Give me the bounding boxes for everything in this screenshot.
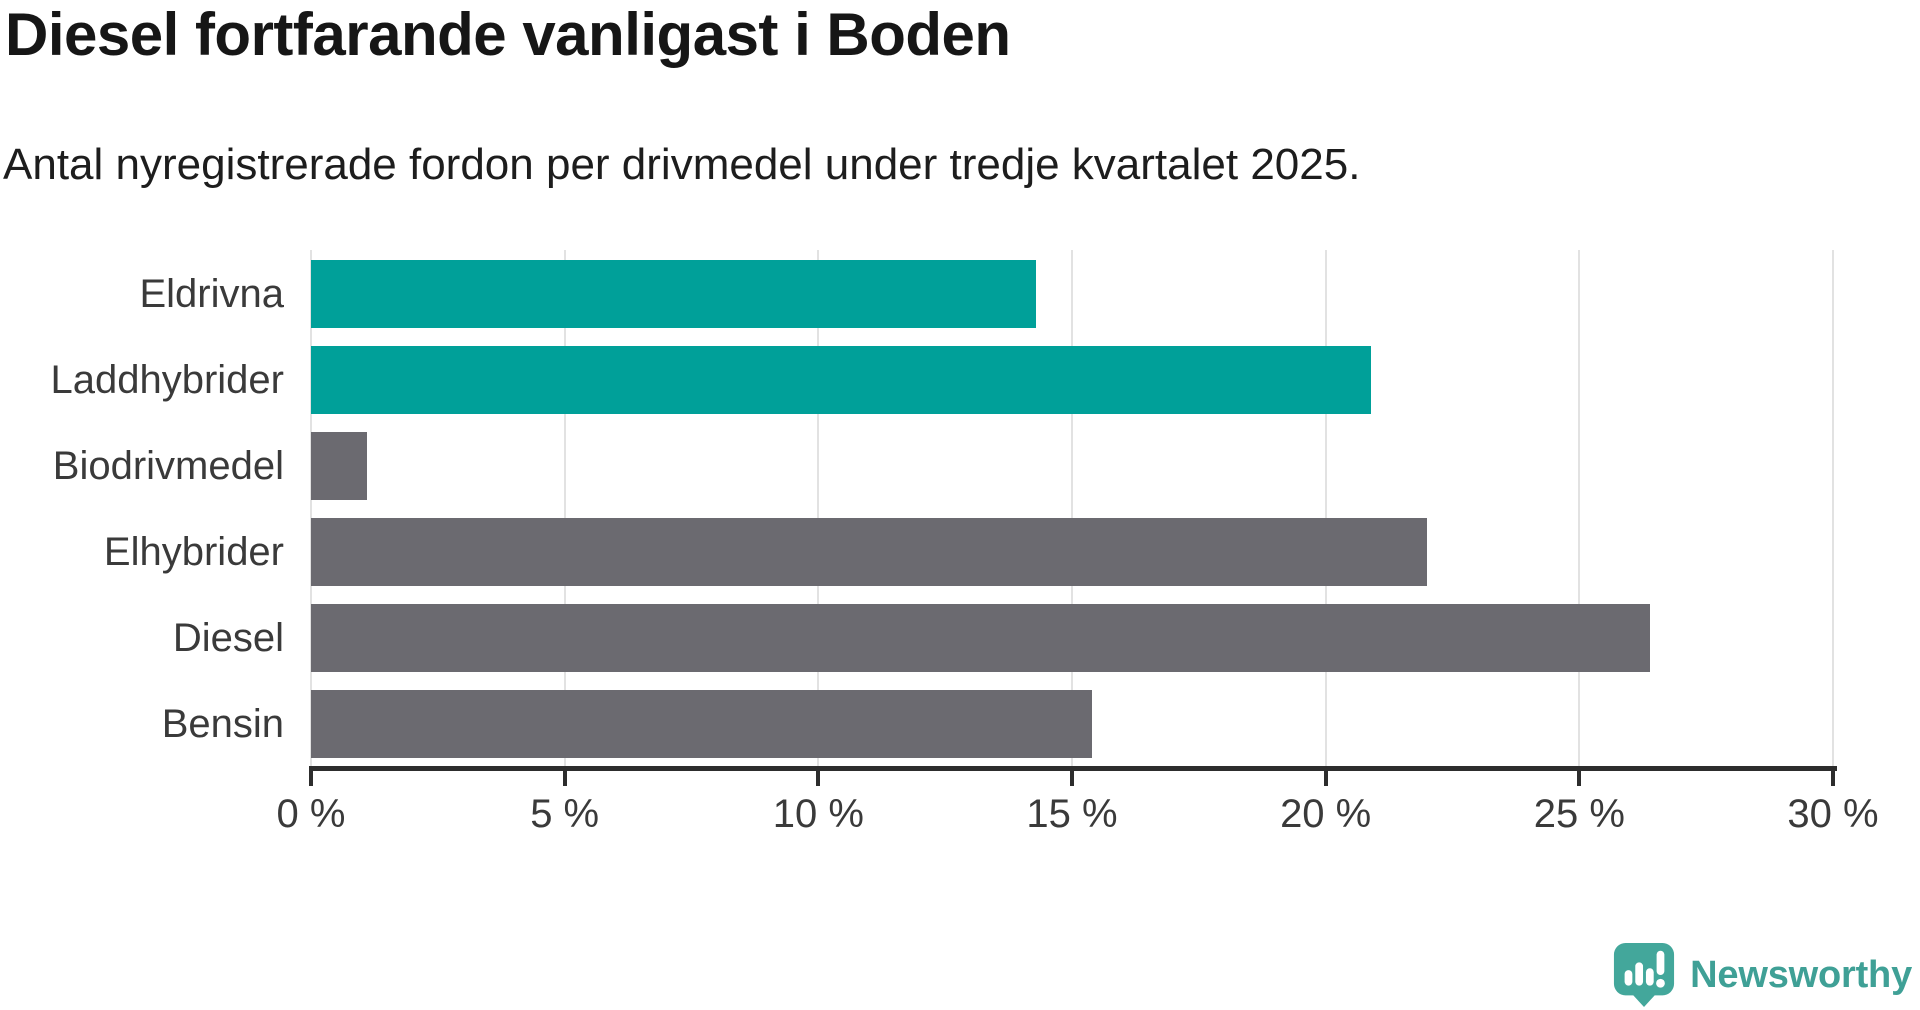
x-tick-20 <box>1323 771 1328 786</box>
newsworthy-logo-text: Newsworthy <box>1690 953 1912 996</box>
category-label-diesel: Diesel <box>172 616 284 660</box>
newsworthy-logo: Newsworthy <box>1613 941 1912 1009</box>
x-axis-line <box>309 766 1837 771</box>
gridline-15 <box>1071 250 1073 766</box>
x-tick-0 <box>309 771 313 786</box>
chart-title: Diesel fortfarande vanligast i Boden <box>5 1 1011 68</box>
category-label-laddhybrider: Laddhybrider <box>50 358 285 402</box>
bar-bensin <box>311 690 1093 758</box>
category-label-bensin: Bensin <box>161 702 284 746</box>
x-tick-25 <box>1577 771 1582 786</box>
bar-laddhybrider <box>311 346 1372 414</box>
bar-biodrivmedel <box>311 432 367 500</box>
plot-area <box>310 250 1834 766</box>
x-tick-label-15: 15 % <box>1026 792 1118 836</box>
gridline-5 <box>563 250 566 766</box>
x-tick-label-20: 20 % <box>1280 792 1372 836</box>
newsworthy-logo-icon <box>1614 943 1675 1007</box>
category-label-elhybrider: Elhybrider <box>103 530 284 574</box>
x-tick-label-30: 30 % <box>1787 792 1879 836</box>
chart-subtitle: Antal nyregistrerade fordon per drivmede… <box>3 140 1361 189</box>
x-tick-30 <box>1831 771 1835 786</box>
x-tick-label-0: 0 % <box>276 792 346 836</box>
gridline-20 <box>1324 250 1327 766</box>
x-tick-10 <box>816 771 821 786</box>
category-label-eldrivna: Eldrivna <box>139 272 284 316</box>
x-tick-15 <box>1070 771 1074 786</box>
bar-elhybrider <box>311 518 1428 586</box>
gridline-30 <box>1832 250 1834 766</box>
x-tick-label-5: 5 % <box>530 792 600 836</box>
category-label-biodrivmedel: Biodrivmedel <box>52 444 284 488</box>
gridline-25 <box>1578 250 1581 766</box>
x-tick-5 <box>562 771 567 786</box>
bar-diesel <box>311 604 1651 672</box>
bar-eldrivna <box>311 260 1037 328</box>
gridline-0 <box>310 250 312 766</box>
x-tick-label-10: 10 % <box>772 792 864 836</box>
x-tick-label-25: 25 % <box>1533 792 1625 836</box>
gridline-10 <box>817 250 820 766</box>
